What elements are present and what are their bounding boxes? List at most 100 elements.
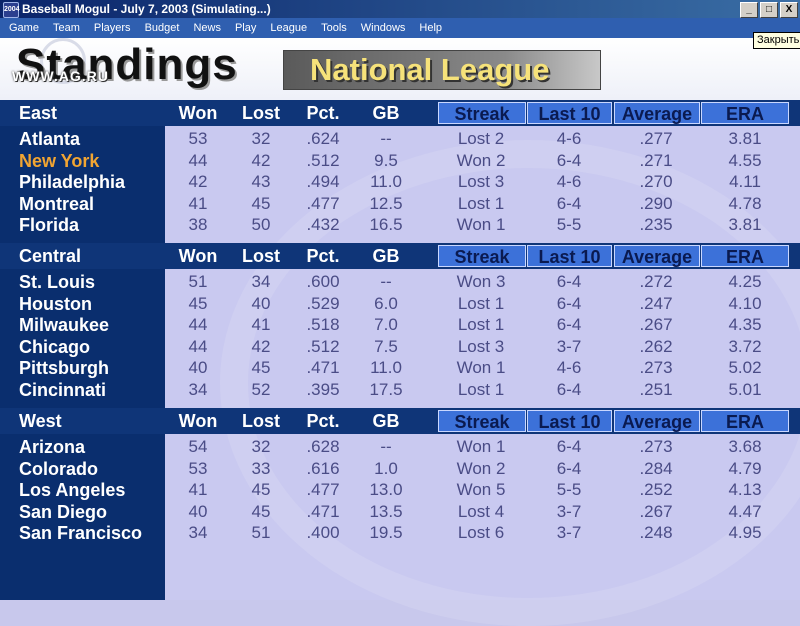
team-name[interactable]: San Francisco <box>19 523 143 544</box>
menu-game[interactable]: Game <box>9 22 39 34</box>
close-button[interactable]: X <box>780 2 798 18</box>
team-name[interactable]: San Diego <box>19 501 108 522</box>
cell-streak: Lost 3 <box>457 172 505 192</box>
column-header-last10[interactable]: Last 10 <box>527 245 612 267</box>
league-banner[interactable]: National League <box>283 50 601 90</box>
column-header-lost[interactable]: Lost <box>242 411 280 431</box>
cell-streak: Lost 4 <box>457 501 505 521</box>
team-name[interactable]: New York <box>19 150 100 171</box>
table-row[interactable]: St. Louis 51 34 .600 -- Won 3 6-4 .272 4.25 <box>0 271 800 293</box>
maximize-button[interactable]: □ <box>760 2 778 18</box>
column-header-gb[interactable]: GB <box>372 103 400 123</box>
column-header-era[interactable]: ERA <box>701 102 789 124</box>
team-name[interactable]: Atlanta <box>19 129 81 149</box>
team-name[interactable]: Chicago <box>19 336 91 357</box>
column-header-era[interactable]: ERA <box>701 245 789 267</box>
team-name[interactable]: Cincinnati <box>19 380 107 400</box>
column-header-gb[interactable]: GB <box>372 246 400 266</box>
menu-play[interactable]: Play <box>234 22 257 34</box>
cell-last10: 5-5 <box>556 480 582 500</box>
table-row[interactable]: Los Angeles 41 45 .477 13.0 Won 5 5-5 .252 4.13 <box>0 479 800 501</box>
table-row[interactable]: New York 44 42 .512 9.5 Won 2 6-4 .271 4.55 <box>0 150 800 172</box>
menu-budget[interactable]: Budget <box>144 22 180 34</box>
table-row[interactable]: Pittsburgh 40 45 .471 11.0 Won 1 4-6 .273 5.02 <box>0 357 800 379</box>
table-row[interactable]: San Francisco 34 51 .400 19.5 Lost 6 3-7 .248 4.… <box>0 522 800 544</box>
team-name[interactable]: Milwaukee <box>19 315 110 336</box>
column-header-streak[interactable]: Streak <box>438 245 526 267</box>
minimize-button[interactable]: _ <box>740 2 758 18</box>
team-name[interactable]: Colorado <box>19 458 98 479</box>
cell-last10: 3-7 <box>556 501 582 521</box>
close-tooltip: Закрыть <box>753 32 800 49</box>
menu-bar: Game Team Players Budget News Play Leagu… <box>0 18 800 38</box>
team-name[interactable]: Florida <box>19 215 80 236</box>
cell-won: 41 <box>188 480 208 500</box>
table-row[interactable]: Atlanta 53 32 .624 -- Lost 2 4-6 .277 3.81 <box>0 128 800 150</box>
table-row[interactable]: Philadelphia 42 43 .494 11.0 Lost 3 4-6 .270 4.1… <box>0 171 800 193</box>
cell-gb: 11.0 <box>370 172 402 192</box>
cell-streak: Lost 1 <box>457 293 505 313</box>
team-name[interactable]: Montreal <box>19 193 95 214</box>
team-name[interactable]: Houston <box>19 293 92 314</box>
table-row[interactable]: Houston 45 40 .529 6.0 Lost 1 6-4 .247 4.10 <box>0 293 800 315</box>
team-name[interactable]: Pittsburgh <box>19 358 109 379</box>
menu-league[interactable]: League <box>270 22 308 34</box>
cell-era: 3.72 <box>728 336 762 356</box>
column-header-pct[interactable]: Pct. <box>306 411 340 431</box>
table-row[interactable]: Milwaukee 44 41 .518 7.0 Lost 1 6-4 .267 4.35 <box>0 314 800 336</box>
menu-team[interactable]: Team <box>52 22 80 34</box>
table-row[interactable]: Montreal 41 45 .477 12.5 Lost 1 6-4 .290 4.78 <box>0 193 800 215</box>
column-header-pct[interactable]: Pct. <box>306 246 340 266</box>
menu-windows[interactable]: Windows <box>360 22 406 34</box>
cell-streak: Lost 1 <box>457 380 505 399</box>
table-row[interactable]: Chicago 44 42 .512 7.5 Lost 3 3-7 .262 3.72 <box>0 336 800 358</box>
cell-pct: .512 <box>306 336 340 356</box>
cell-last10: 6-4 <box>556 437 582 456</box>
cell-won: 41 <box>188 193 208 213</box>
menu-tools[interactable]: Tools <box>321 22 347 34</box>
column-header-average[interactable]: Average <box>614 410 700 432</box>
cell-lost: 33 <box>251 458 271 478</box>
team-name[interactable]: Philadelphia <box>19 172 126 193</box>
column-header-pct[interactable]: Pct. <box>306 103 340 123</box>
column-header-won[interactable]: Won <box>178 411 218 431</box>
cell-average: .284 <box>639 458 673 478</box>
column-header-average[interactable]: Average <box>614 102 700 124</box>
cell-lost: 43 <box>251 172 271 192</box>
cell-last10: 3-7 <box>556 336 582 356</box>
cell-pct: .628 <box>306 437 340 456</box>
column-header-lost[interactable]: Lost <box>242 103 280 123</box>
cell-lost: 45 <box>251 480 271 500</box>
table-row[interactable]: Colorado 53 33 .616 1.0 Won 2 6-4 .284 4.79 <box>0 458 800 480</box>
column-header-average[interactable]: Average <box>614 245 700 267</box>
team-name[interactable]: Los Angeles <box>19 480 126 501</box>
cell-lost: 50 <box>251 215 271 235</box>
menu-players[interactable]: Players <box>93 22 131 34</box>
cell-average: .252 <box>639 480 673 500</box>
column-header-won[interactable]: Won <box>178 246 218 266</box>
cell-won: 34 <box>188 380 208 399</box>
team-name[interactable]: Arizona <box>19 437 86 457</box>
team-column-background <box>0 100 165 600</box>
table-row[interactable]: Arizona 54 32 .628 -- Won 1 6-4 .273 3.68 <box>0 436 800 458</box>
team-name[interactable]: St. Louis <box>19 272 95 292</box>
column-header-won[interactable]: Won <box>178 103 218 123</box>
division-name: East <box>19 103 58 123</box>
table-row[interactable]: Cincinnati 34 52 .395 17.5 Lost 1 6-4 .251 5.01 <box>0 379 800 401</box>
cell-streak: Won 1 <box>456 215 506 235</box>
column-header-streak[interactable]: Streak <box>438 102 526 124</box>
table-row[interactable]: Florida 38 50 .432 16.5 Won 1 5-5 .235 3.81 <box>0 214 800 236</box>
column-header-lost[interactable]: Lost <box>242 246 280 266</box>
menu-news[interactable]: News <box>193 22 221 34</box>
column-header-last10[interactable]: Last 10 <box>527 102 612 124</box>
cell-lost: 45 <box>251 501 271 521</box>
cell-last10: 6-4 <box>556 315 582 335</box>
column-header-streak[interactable]: Streak <box>438 410 526 432</box>
column-header-era[interactable]: ERA <box>701 410 789 432</box>
column-header-gb[interactable]: GB <box>372 411 400 431</box>
cell-last10: 5-5 <box>556 215 582 235</box>
division-west: West Won Lost Pct. GB Streak Last 10 Average ERA… <box>0 408 800 548</box>
table-row[interactable]: San Diego 40 45 .471 13.5 Lost 4 3-7 .267 4.47 <box>0 501 800 523</box>
column-header-last10[interactable]: Last 10 <box>527 410 612 432</box>
menu-help[interactable]: Help <box>419 22 443 34</box>
